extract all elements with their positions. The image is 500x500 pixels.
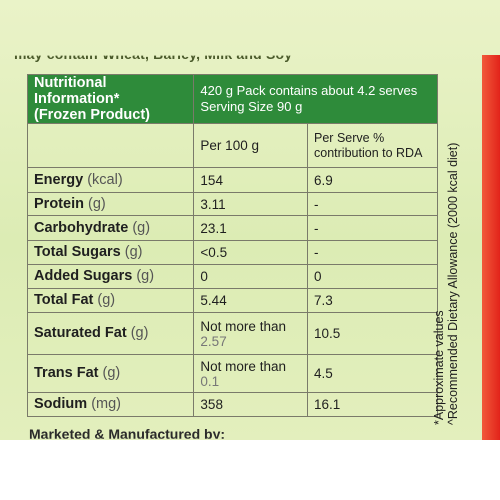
nutrient-unit: (g) <box>124 244 143 260</box>
column-header-blank <box>26 123 195 168</box>
nutrient-name-cell: Trans Fat (g) <box>26 354 195 393</box>
per100-value-cell: 3.11 <box>193 192 309 216</box>
per100-value-cell: 154 <box>193 167 309 193</box>
per100-value: 5.44 <box>200 293 227 308</box>
rda-value-cell: 4.5 <box>307 354 438 393</box>
rda-value-cell: 6.9 <box>307 167 438 193</box>
per100-value: 23.1 <box>200 220 227 236</box>
per100-value-cell: 5.44 <box>193 288 309 313</box>
nutrient-unit: (g) <box>97 292 116 308</box>
per100-value: 0 <box>200 269 208 284</box>
table-header-row: Nutritional Information* (Frozen Product… <box>26 74 438 124</box>
nutrient-unit: (g) <box>87 195 106 212</box>
per100-value-cell: Not more than 0.1 <box>193 354 309 393</box>
rda-header-line2: contribution to RDA <box>314 145 423 160</box>
footnote-rda: ^Recommended Dietary Allowance (2000 kca… <box>446 142 460 425</box>
nutrient-name: Carbohydrate <box>34 219 129 236</box>
nutrient-name: Trans Fat <box>34 365 99 381</box>
header-title-line2: (Frozen Product) <box>34 107 150 123</box>
rda-value: - <box>314 196 319 212</box>
nutrient-name: Protein <box>34 195 84 212</box>
per100-value-cell: <0.5 <box>193 240 309 265</box>
nutrient-name-cell: Energy (kcal) <box>26 167 195 193</box>
nutrient-unit: (g) <box>132 219 151 236</box>
per100-value-limit: 0.1 <box>200 373 220 389</box>
per100-value: Not more than <box>200 318 286 334</box>
header-title: Nutritional Information* (Frozen Product… <box>26 74 195 124</box>
header-serving-info: 420 g Pack contains about 4.2 serves Ser… <box>193 74 438 124</box>
nutrient-name: Energy <box>34 171 84 188</box>
per100-value: Not more than <box>200 358 286 374</box>
rda-header-line1: Per Serve % <box>314 130 385 145</box>
nutrient-name: Total Sugars <box>34 244 121 260</box>
per100-value-cell: Not more than 2.57 <box>193 312 309 355</box>
rda-value: 4.5 <box>314 366 333 381</box>
column-header-rda: Per Serve % contribution to RDA <box>307 123 438 168</box>
table-row: Total Fat (g) 5.44 7.3 <box>26 288 438 313</box>
nutrient-name-cell: Sodium (mg) <box>26 392 195 417</box>
rda-value-cell: 0 <box>307 264 438 289</box>
column-header-row: Per 100 g Per Serve % contribution to RD… <box>26 123 438 168</box>
per100-value-cell: 23.1 <box>193 215 309 241</box>
per100-value-limit: 2.57 <box>200 333 227 349</box>
nutrient-unit: (g) <box>136 268 155 284</box>
header-serving-size: Serving Size 90 g <box>200 99 303 114</box>
rda-value: 6.9 <box>314 172 333 188</box>
per100-value-cell: 358 <box>193 392 309 417</box>
allergen-line: may contain Wheat, Barley, Milk and Soy <box>14 56 292 62</box>
table-row: Sodium (mg) 358 16.1 <box>26 392 438 417</box>
nutrient-unit: (g) <box>130 325 149 341</box>
table-row: Total Sugars (g) <0.5 - <box>26 240 438 265</box>
rda-value: 7.3 <box>314 293 333 308</box>
table-row: Carbohydrate (g) 23.1 - <box>26 215 438 241</box>
nutrient-name: Added Sugars <box>34 268 133 284</box>
nutrient-unit: (kcal) <box>87 171 123 188</box>
nutrient-unit: (mg) <box>91 396 122 412</box>
rda-value-cell: 16.1 <box>307 392 438 417</box>
per100-value: <0.5 <box>200 245 228 260</box>
table-row: Energy (kcal) 154 6.9 <box>26 167 438 193</box>
marketed-by-label: Marketed & Manufactured by: <box>29 426 226 442</box>
nutrition-table: Nutritional Information* (Frozen Product… <box>26 74 438 417</box>
nutrient-name-cell: Carbohydrate (g) <box>26 215 195 241</box>
table-row: Added Sugars (g) 0 0 <box>26 264 438 289</box>
pack-red-edge <box>482 55 500 440</box>
nutrient-name-cell: Total Fat (g) <box>26 288 195 313</box>
rda-value: - <box>314 220 319 236</box>
table-row: Trans Fat (g) Not more than 0.1 4.5 <box>26 354 438 393</box>
nutrient-name: Total Fat <box>34 292 94 308</box>
header-pack-serves: 420 g Pack contains about 4.2 serves <box>200 83 418 98</box>
table-row: Saturated Fat (g) Not more than 2.57 10.5 <box>26 312 438 355</box>
rda-value: - <box>314 245 319 260</box>
nutrient-name-cell: Total Sugars (g) <box>26 240 195 265</box>
table-row: Protein (g) 3.11 - <box>26 192 438 216</box>
per100-value: 3.11 <box>200 196 226 212</box>
rda-value-cell: 7.3 <box>307 288 438 313</box>
header-title-line1: Nutritional Information* <box>34 75 120 107</box>
rda-value: 16.1 <box>314 397 341 412</box>
rda-value-cell: - <box>307 215 438 241</box>
rda-footnote: *Approximate values ^Recommended Dietary… <box>432 143 460 425</box>
rda-value: 10.5 <box>314 326 341 341</box>
per100-value-cell: 0 <box>193 264 309 289</box>
rda-value-cell: 10.5 <box>307 312 438 355</box>
nutrient-name-cell: Saturated Fat (g) <box>26 312 195 355</box>
column-header-per100: Per 100 g <box>193 123 309 168</box>
rda-value: 0 <box>314 269 322 284</box>
nutrient-name: Sodium <box>34 396 88 412</box>
nutrient-name-cell: Added Sugars (g) <box>26 264 195 289</box>
per100-value: 154 <box>200 172 223 188</box>
rda-value-cell: - <box>307 192 438 216</box>
nutrient-name: Saturated Fat <box>34 325 127 341</box>
nutrient-name-cell: Protein (g) <box>26 192 195 216</box>
per100-value: 358 <box>200 397 223 412</box>
footnote-approx: *Approximate values <box>432 310 446 425</box>
nutrient-unit: (g) <box>102 365 121 381</box>
rda-value-cell: - <box>307 240 438 265</box>
